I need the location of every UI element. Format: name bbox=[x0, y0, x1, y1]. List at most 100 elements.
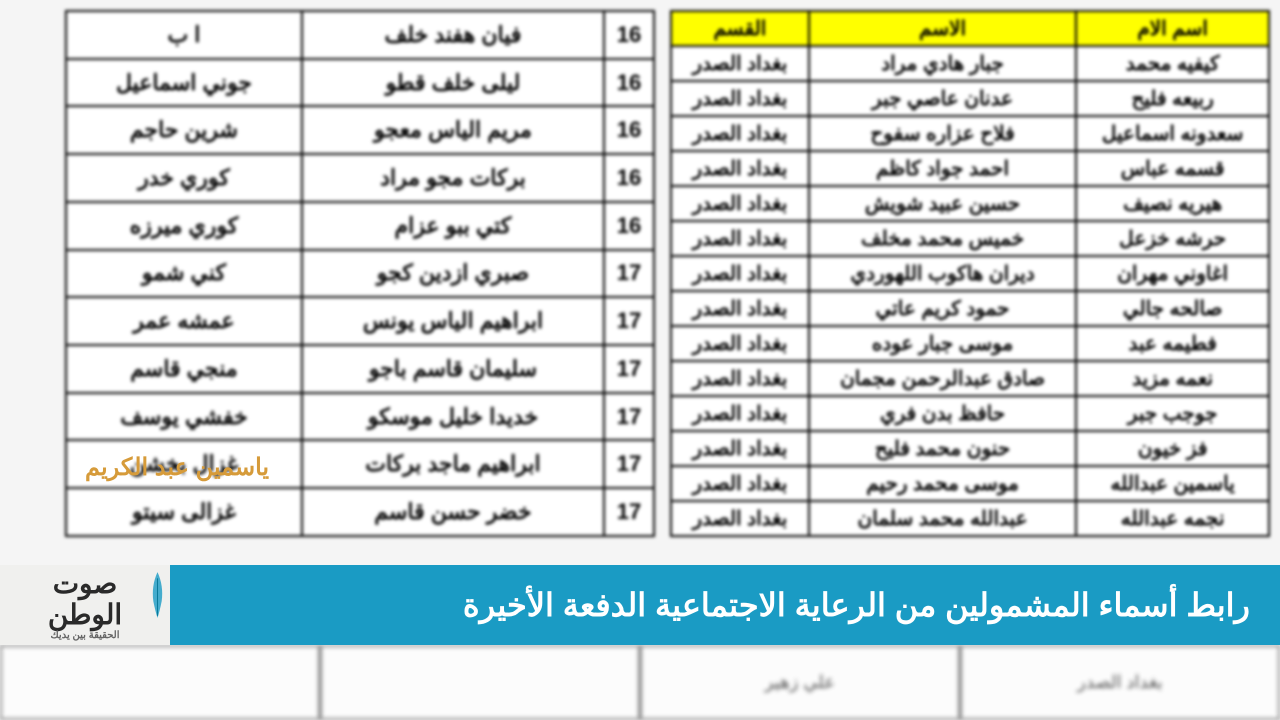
table-cell: بغداد الصدر bbox=[671, 186, 809, 221]
table-cell: سليمان قاسم باجو bbox=[302, 345, 604, 393]
table-cell: عمشه عمر bbox=[66, 297, 302, 345]
table-cell: بغداد الصدر bbox=[671, 361, 809, 396]
left-table: اسم الام الاسم القسم كيفيه محمدجبار هادي… bbox=[670, 10, 1270, 537]
table-row: فز خيونحنون محمد فليحبغداد الصدر bbox=[671, 431, 1269, 466]
table-row: ياسمين عبداللهموسى محمد رحيمبغداد الصدر bbox=[671, 466, 1269, 501]
table-row: 16ليلى خلف قطوجوني اسماعيل bbox=[66, 59, 654, 107]
title-banner: رابط أسماء المشمولين من الرعاية الاجتماع… bbox=[0, 565, 1280, 645]
table-cell: ابراهيم ماجد بركات bbox=[302, 440, 604, 488]
table-cell: حرشه خزعل bbox=[1076, 221, 1269, 256]
table-cell-num: 17 bbox=[604, 250, 654, 298]
table-row: نجمه عبداللهعبدالله محمد سلمانبغداد الصد… bbox=[671, 501, 1269, 536]
table-cell: بغداد الصدر bbox=[671, 501, 809, 536]
table-cell: صبري ازدين كجو bbox=[302, 250, 604, 298]
table-cell-num: 17 bbox=[604, 488, 654, 536]
table-row: 16كتي ببو عزامكوري ميرزه bbox=[66, 202, 654, 250]
table-cell: ديران هاكوب اللهوردي bbox=[809, 256, 1076, 291]
table-cell: ليلى خلف قطو bbox=[302, 59, 604, 107]
strip-cell bbox=[320, 645, 640, 720]
table-cell: كني شمو bbox=[66, 250, 302, 298]
table-cell: جوني اسماعيل bbox=[66, 59, 302, 107]
table-cell: بغداد الصدر bbox=[671, 46, 809, 81]
table-cell: ياسمين عبدالله bbox=[1076, 466, 1269, 501]
table-row: 16فيان هفند خلفا ب bbox=[66, 11, 654, 59]
table-cell: بغداد الصدر bbox=[671, 256, 809, 291]
table-cell: كوري خدر bbox=[66, 154, 302, 202]
table-cell: عبدالله محمد سلمان bbox=[809, 501, 1076, 536]
strip-cell bbox=[0, 645, 320, 720]
table-cell: بغداد الصدر bbox=[671, 81, 809, 116]
table-cell: بغداد الصدر bbox=[671, 466, 809, 501]
table-cell: غزالى سيتو bbox=[66, 488, 302, 536]
table-cell: خفشي يوسف bbox=[66, 393, 302, 441]
table-cell-num: 16 bbox=[604, 106, 654, 154]
table-cell: فز خيون bbox=[1076, 431, 1269, 466]
table-cell: جبار هادي مراد bbox=[809, 46, 1076, 81]
table-cell: خميس محمد مخلف bbox=[809, 221, 1076, 256]
table-cell: نعمه مزيد bbox=[1076, 361, 1269, 396]
table-cell: بغداد الصدر bbox=[671, 221, 809, 256]
table-cell: فلاح عزاره سفوح bbox=[809, 116, 1076, 151]
table-row: قسمه عباساحمد جواد كاظمبغداد الصدر bbox=[671, 151, 1269, 186]
banner-title-text: رابط أسماء المشمولين من الرعاية الاجتماع… bbox=[463, 586, 1250, 624]
watermark-text: ياسمين عبد الكريم bbox=[85, 453, 269, 482]
table-cell: بغداد الصدر bbox=[671, 431, 809, 466]
table-row: 17خديدا خليل موسكوخفشي يوسف bbox=[66, 393, 654, 441]
table-row: 17صبري ازدين كجوكني شمو bbox=[66, 250, 654, 298]
strip-cell: بغداد الصدر bbox=[960, 645, 1280, 720]
table-cell: هيريه نصيف bbox=[1076, 186, 1269, 221]
table-cell: موسى محمد رحيم bbox=[809, 466, 1076, 501]
table-cell-num: 16 bbox=[604, 11, 654, 59]
table-cell: بغداد الصدر bbox=[671, 116, 809, 151]
table-cell: بغداد الصدر bbox=[671, 151, 809, 186]
table-cell: كيفيه محمد bbox=[1076, 46, 1269, 81]
bottom-strip: بغداد الصدر علي زهير bbox=[0, 645, 1280, 720]
table-cell-num: 16 bbox=[604, 59, 654, 107]
table-cell: حافظ بدن فري bbox=[809, 396, 1076, 431]
table-cell: بغداد الصدر bbox=[671, 326, 809, 361]
table-header-row: اسم الام الاسم القسم bbox=[671, 11, 1269, 46]
table-row: 17سليمان قاسم باجومنجي قاسم bbox=[66, 345, 654, 393]
logo-line2: الوطن bbox=[48, 600, 122, 631]
table-cell: حسين عبيد شويش bbox=[809, 186, 1076, 221]
table-cell-num: 16 bbox=[604, 202, 654, 250]
table-cell-num: 17 bbox=[604, 440, 654, 488]
table-cell: فيان هفند خلف bbox=[302, 11, 604, 59]
strip-cell: علي زهير bbox=[640, 645, 960, 720]
table-cell: كوري ميرزه bbox=[66, 202, 302, 250]
table-cell: منجي قاسم bbox=[66, 345, 302, 393]
table-cell: حمود كريم عاتي bbox=[809, 291, 1076, 326]
table-cell: بغداد الصدر bbox=[671, 291, 809, 326]
table-cell: قسمه عباس bbox=[1076, 151, 1269, 186]
logo-tagline: الحقيقة بين يديك bbox=[48, 630, 122, 641]
table-row: كيفيه محمدجبار هادي مرادبغداد الصدر bbox=[671, 46, 1269, 81]
header-name: الاسم bbox=[809, 11, 1076, 46]
table-cell: ا ب bbox=[66, 11, 302, 59]
table-cell: مريم الياس معجو bbox=[302, 106, 604, 154]
logo-text: صوت الوطن الحقيقة بين يديك bbox=[48, 569, 122, 642]
table-cell: نجمه عبدالله bbox=[1076, 501, 1269, 536]
banner-title-area: رابط أسماء المشمولين من الرعاية الاجتماع… bbox=[170, 565, 1280, 645]
table-cell: خضر حسن قاسم bbox=[302, 488, 604, 536]
table-cell: ربيعه فليح bbox=[1076, 81, 1269, 116]
table-row: 16مريم الياس معجوشرين حاجم bbox=[66, 106, 654, 154]
table-row: حرشه خزعلخميس محمد مخلفبغداد الصدر bbox=[671, 221, 1269, 256]
table-row: اغاوني مهرانديران هاكوب اللهورديبغداد ال… bbox=[671, 256, 1269, 291]
table-cell-num: 17 bbox=[604, 297, 654, 345]
table-cell: موسى جبار عوده bbox=[809, 326, 1076, 361]
table-row: 16بركات مجو مرادكوري خدر bbox=[66, 154, 654, 202]
table-row: 17ابراهيم الياس يونسعمشه عمر bbox=[66, 297, 654, 345]
table-cell: فطيمه عبد bbox=[1076, 326, 1269, 361]
table-cell: كتي ببو عزام bbox=[302, 202, 604, 250]
header-section: القسم bbox=[671, 11, 809, 46]
table-cell: بغداد الصدر bbox=[671, 396, 809, 431]
header-mother: اسم الام bbox=[1076, 11, 1269, 46]
table-cell-num: 17 bbox=[604, 345, 654, 393]
table-cell: ابراهيم الياس يونس bbox=[302, 297, 604, 345]
table-row: صالحه جاليحمود كريم عاتيبغداد الصدر bbox=[671, 291, 1269, 326]
table-row: 17خضر حسن قاسمغزالى سيتو bbox=[66, 488, 654, 536]
table-row: نعمه مزيدصادق عبدالرحمن مجمانبغداد الصدر bbox=[671, 361, 1269, 396]
table-row: هيريه نصيفحسين عبيد شويشبغداد الصدر bbox=[671, 186, 1269, 221]
table-cell: صادق عبدالرحمن مجمان bbox=[809, 361, 1076, 396]
table-cell: صالحه جالي bbox=[1076, 291, 1269, 326]
